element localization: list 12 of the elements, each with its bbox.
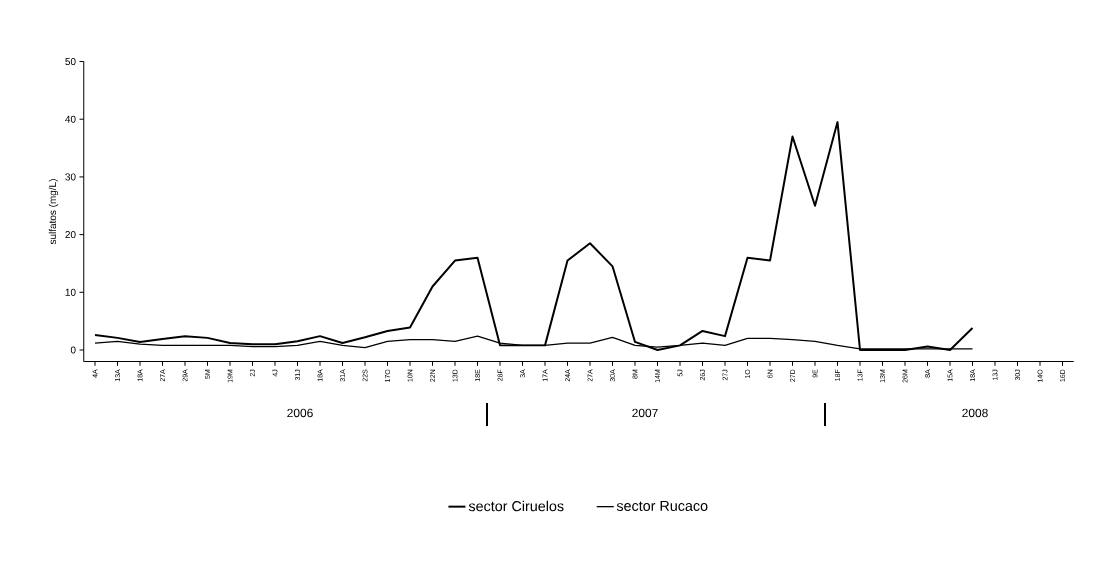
text: 2007 — [632, 408, 658, 418]
y-tick-label: 50 — [65, 58, 76, 66]
y-axis-title: sulfatos (mg/L) — [48, 179, 59, 245]
y-tick-label: 10 — [65, 288, 76, 296]
text: 2006 — [287, 408, 313, 418]
legend-label: sector Ciruelos — [468, 500, 564, 512]
y-tick-label: 20 — [65, 231, 76, 239]
y-tick-label: 0 — [70, 346, 76, 354]
y-tick-label: 40 — [65, 115, 76, 123]
y-tick-label: 30 — [65, 173, 76, 181]
text: 2008 — [962, 408, 988, 418]
legend-label: sector Rucaco — [616, 500, 708, 511]
